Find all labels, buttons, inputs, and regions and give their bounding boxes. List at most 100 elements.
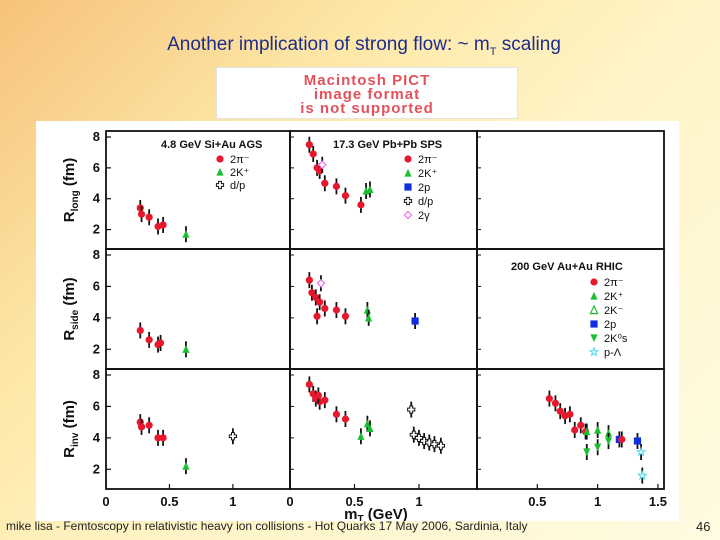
data-point [182,230,190,238]
y-tick-label: 6 [93,278,100,293]
data-point [411,317,419,325]
data-point [145,421,153,429]
data-point [633,437,642,445]
panel-frame [289,248,478,370]
y-axis-label: Rside (fm) [61,277,81,340]
data-point [137,423,146,431]
y-tick-label: 8 [93,129,100,144]
y-axis-label-text: Rlong (fm) [61,158,81,222]
y-tick-label: 6 [93,398,100,413]
pict-line: image format [313,86,421,103]
data-point [545,394,553,403]
y-axis-label: Rinv (fm) [61,400,81,458]
data-point [321,396,329,404]
y-axis-label: Rlong (fm) [61,158,81,222]
y-tick-label: 4 [93,310,101,325]
data-point [309,150,317,158]
data-point [136,204,144,212]
pict-line: Macintosh PICT [303,72,431,89]
y-tick-label: 8 [93,367,100,382]
y-axis-label-text: Rinv (fm) [61,400,81,458]
data-point [636,469,648,481]
legend-marker [404,155,412,163]
legend-marker [590,334,598,343]
y-tick-label: 4 [93,191,101,206]
legend-label: 2p [418,182,430,194]
page-number: 46 [696,519,711,534]
legend-label: p-Λ [604,347,622,359]
y-tick-label: 6 [93,160,100,175]
data-point [316,278,326,288]
x-tick-label: 1.5 [649,494,667,509]
x-tick-label: 1 [594,494,601,509]
data-point [366,424,374,433]
data-point [618,435,626,444]
legend-marker [590,291,598,300]
legend-label: 2γ [418,210,430,222]
legend-marker [403,196,413,206]
data-point [436,441,445,450]
data-point [228,432,237,441]
data-point [136,326,144,335]
legend-label: 2p [604,319,616,331]
experiment-title: 17.3 GeV Pb+Pb SPS [333,139,442,151]
data-point [321,179,329,187]
data-point [594,425,602,434]
panel-frame [105,248,291,370]
legend-label: d/p [418,196,433,208]
legend-marker [590,320,598,328]
data-point [363,305,371,314]
y-tick-label: 2 [93,461,100,476]
legend-label: 2K⁺ [230,167,249,179]
data-point [571,426,579,434]
legend-marker [589,304,599,315]
data-point [314,391,322,400]
panel-frame [105,368,291,490]
experiment-title: 200 GeV Au+Au RHIC [511,261,623,273]
x-tick-label: 0.5 [345,494,363,509]
data-point [551,399,560,407]
legend-label: d/p [230,180,245,192]
x-tick-label: 0 [102,494,109,509]
y-tick-label: 8 [93,247,100,262]
legend-label: 2π⁻ [418,154,438,166]
legend-marker [404,183,412,191]
data-point [341,192,350,200]
data-point [159,434,167,442]
pict-line: is not supported [300,100,434,117]
data-point [182,462,190,470]
data-point [305,276,313,284]
data-point [145,336,153,344]
data-point [566,410,574,418]
legend-label: 2π⁻ [230,154,250,166]
data-point [357,201,365,209]
x-tick-label: 1 [229,494,236,509]
data-point [332,306,341,314]
data-point [305,380,313,389]
data-point [341,415,350,423]
data-point [583,448,591,457]
data-point [366,185,374,194]
data-point [159,221,167,229]
slide-title: Another implication of strong flow: ~ mT… [167,34,561,58]
y-tick-label: 4 [93,430,101,445]
x-tick-label: 0.5 [160,494,178,509]
data-point [556,407,564,415]
legend-label: 2K⁻ [604,305,623,317]
panel-frame [289,368,478,490]
panel-frame [476,130,665,250]
data-point [316,298,324,306]
data-point [332,410,341,418]
slide-footer: mike lisa - Femtoscopy in relativistic h… [6,519,528,533]
data-point [317,160,327,170]
legend-marker [588,346,600,357]
data-point [145,213,153,221]
hbt-radii-chart: 2 4 6 8 Rlong (fm) 2 4 6 8 Rside (fm) 2 4 6 8 Rinv (fm… [36,121,679,525]
data-point [341,312,350,320]
data-point [430,440,439,449]
data-point [137,210,146,218]
legend-marker [403,210,413,220]
data-point [182,345,190,353]
panel-frame [476,368,665,490]
x-tick-label: 1 [415,494,422,509]
